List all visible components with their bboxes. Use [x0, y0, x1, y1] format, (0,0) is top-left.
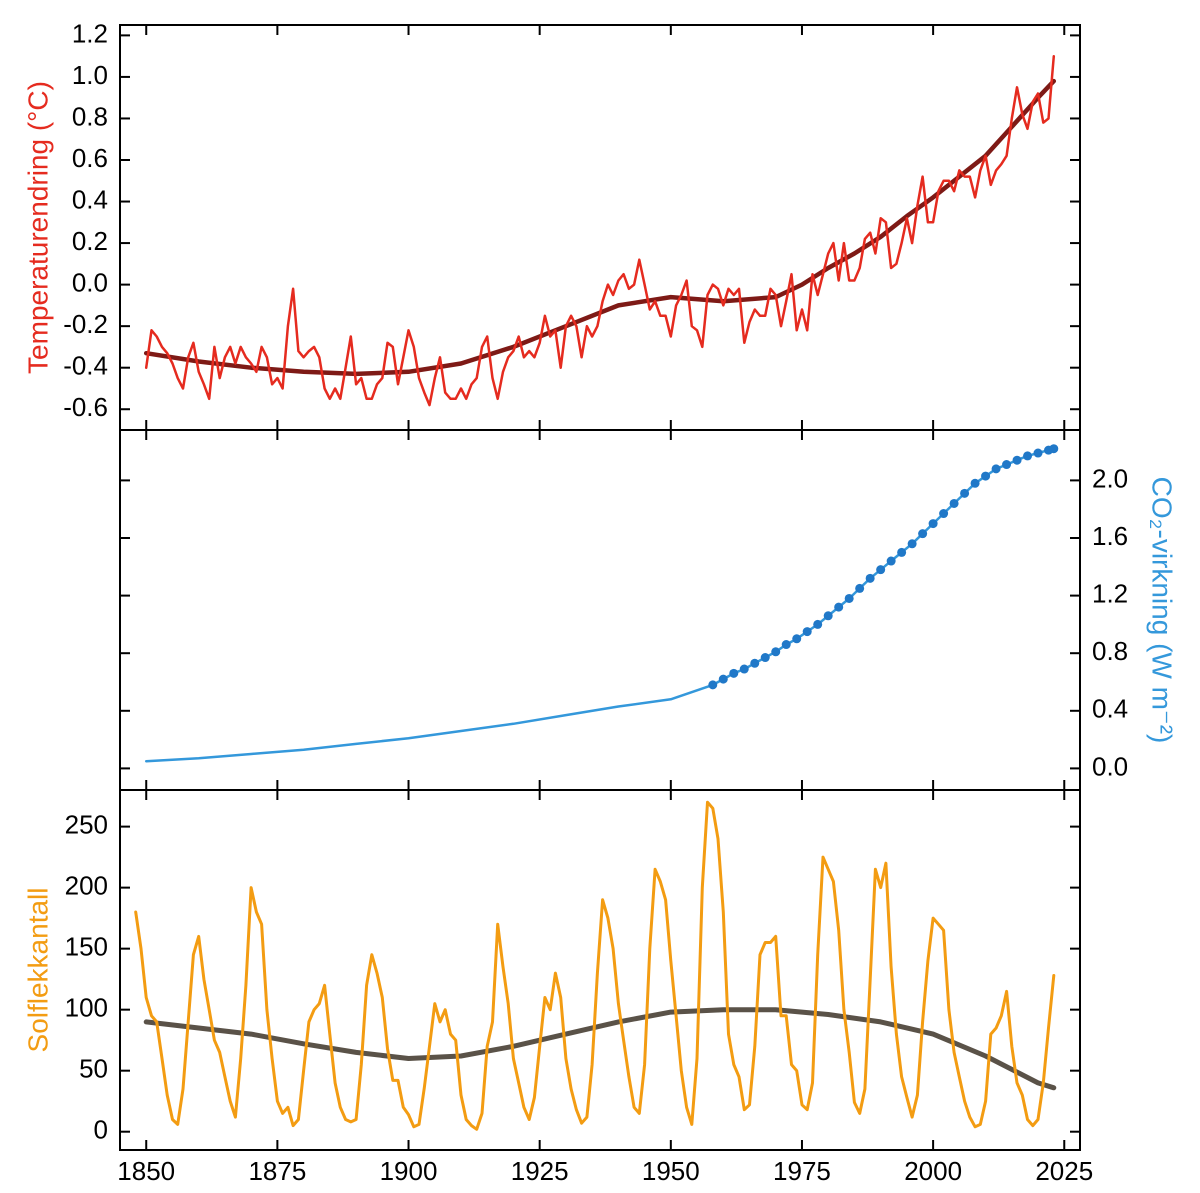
x-tick-label: 1950 [642, 1156, 700, 1186]
ylabel-temperature: Temperaturendring (°C) [22, 81, 53, 374]
svg-text:0.4: 0.4 [72, 184, 108, 214]
x-tick-label: 1975 [773, 1156, 831, 1186]
x-tick-label: 1900 [380, 1156, 438, 1186]
svg-text:-0.2: -0.2 [63, 309, 108, 339]
x-tick-label: 1875 [248, 1156, 306, 1186]
svg-text:50: 50 [79, 1054, 108, 1084]
ylabel-sunspots: Solflekkantall [22, 888, 53, 1053]
svg-text:100: 100 [65, 993, 108, 1023]
svg-text:1.6: 1.6 [1092, 521, 1128, 551]
svg-text:-0.6: -0.6 [63, 392, 108, 422]
ylabel-co2: CO₂-virkning (W m⁻²) [1147, 477, 1178, 744]
x-tick-label: 1850 [117, 1156, 175, 1186]
svg-text:150: 150 [65, 932, 108, 962]
x-tick-label: 1925 [511, 1156, 569, 1186]
svg-text:0.0: 0.0 [1092, 751, 1128, 781]
chart-canvas: -0.6 -0.4 -0.2 0.0 0.2 0.4 0.6 0.8 1.0 1.2 Tempera… [0, 0, 1200, 1193]
svg-text:250: 250 [65, 809, 108, 839]
svg-text:0.8: 0.8 [72, 101, 108, 131]
chart-container: -0.6 -0.4 -0.2 0.0 0.2 0.4 0.6 0.8 1.0 1.2 Tempera… [0, 0, 1200, 1193]
svg-text:1.0: 1.0 [72, 60, 108, 90]
svg-text:0.0: 0.0 [72, 267, 108, 297]
svg-text:2.0: 2.0 [1092, 463, 1128, 493]
x-tick-label: 2000 [904, 1156, 962, 1186]
svg-text:1.2: 1.2 [1092, 578, 1128, 608]
svg-text:0.8: 0.8 [1092, 636, 1128, 666]
svg-text:0.2: 0.2 [72, 226, 108, 256]
svg-text:0.6: 0.6 [72, 143, 108, 173]
svg-text:1.2: 1.2 [72, 18, 108, 48]
svg-text:0.4: 0.4 [1092, 694, 1128, 724]
svg-text:0: 0 [94, 1115, 108, 1145]
svg-text:-0.4: -0.4 [63, 351, 108, 381]
x-tick-label: 2025 [1035, 1156, 1093, 1186]
svg-text:200: 200 [65, 871, 108, 901]
